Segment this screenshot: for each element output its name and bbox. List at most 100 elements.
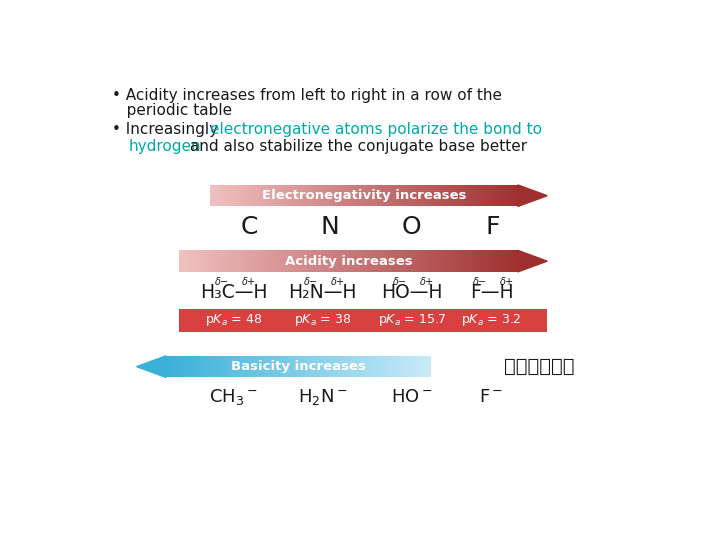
Bar	[252, 251, 253, 272]
Bar	[365, 251, 367, 272]
Bar	[376, 251, 377, 272]
Bar	[386, 356, 387, 377]
Bar	[167, 356, 168, 377]
Bar	[484, 251, 485, 272]
Bar	[228, 356, 230, 377]
Bar	[479, 251, 480, 272]
Bar	[313, 356, 315, 377]
Bar	[400, 251, 401, 272]
Bar	[444, 251, 445, 272]
Bar	[273, 185, 275, 206]
Bar	[312, 356, 313, 377]
Bar	[302, 185, 304, 206]
Bar	[421, 251, 423, 272]
Bar	[304, 185, 305, 206]
Bar	[266, 185, 267, 206]
Bar	[299, 356, 300, 377]
Bar	[362, 185, 364, 206]
Bar	[332, 356, 333, 377]
Bar	[351, 185, 354, 206]
Bar	[271, 185, 273, 206]
Bar	[467, 185, 469, 206]
Bar	[424, 185, 426, 206]
Bar	[331, 251, 333, 272]
Bar	[424, 356, 426, 377]
Bar	[325, 356, 326, 377]
Bar	[421, 185, 423, 206]
Bar	[413, 356, 414, 377]
Bar	[213, 251, 215, 272]
Bar	[418, 356, 419, 377]
Bar	[398, 356, 399, 377]
Bar	[506, 251, 508, 272]
Bar	[495, 185, 496, 206]
Bar	[225, 356, 227, 377]
Bar	[493, 185, 495, 206]
Bar	[344, 185, 346, 206]
Bar	[327, 185, 328, 206]
Bar	[248, 185, 250, 206]
Bar	[422, 356, 423, 377]
Bar	[453, 185, 455, 206]
Bar	[246, 356, 247, 377]
Bar	[339, 185, 341, 206]
Bar	[307, 185, 309, 206]
Bar	[248, 251, 251, 272]
Bar	[420, 251, 421, 272]
Bar	[182, 356, 183, 377]
Bar	[202, 356, 203, 377]
Bar	[396, 251, 397, 272]
Bar	[248, 356, 249, 377]
Bar	[509, 251, 511, 272]
Bar	[413, 251, 415, 272]
Bar	[381, 251, 382, 272]
Bar	[480, 185, 481, 206]
Bar	[354, 251, 355, 272]
Bar	[341, 356, 342, 377]
Bar	[346, 185, 347, 206]
Bar	[371, 251, 372, 272]
Bar	[313, 185, 315, 206]
Bar	[223, 356, 224, 377]
Bar	[237, 251, 238, 272]
Bar	[282, 185, 284, 206]
Text: periodic table: periodic table	[112, 103, 232, 118]
Bar	[266, 251, 267, 272]
Bar	[235, 251, 237, 272]
Bar	[405, 251, 406, 272]
Bar	[288, 356, 289, 377]
Bar	[469, 185, 470, 206]
Bar	[218, 251, 220, 272]
Bar	[512, 185, 513, 206]
Bar	[244, 356, 246, 377]
Bar	[365, 356, 366, 377]
Bar	[225, 185, 227, 206]
Bar	[470, 185, 472, 206]
Bar	[310, 185, 312, 206]
Bar	[262, 185, 264, 206]
Bar	[215, 251, 217, 272]
Bar	[428, 185, 430, 206]
Bar	[494, 251, 496, 272]
Bar	[396, 185, 398, 206]
Bar	[425, 251, 426, 272]
Bar	[279, 356, 280, 377]
Bar	[224, 185, 225, 206]
Bar	[191, 251, 193, 272]
Bar	[366, 185, 367, 206]
Bar	[184, 356, 186, 377]
Bar	[335, 251, 337, 272]
Bar	[326, 251, 328, 272]
Bar	[414, 356, 415, 377]
Bar	[228, 185, 230, 206]
Bar	[309, 356, 310, 377]
Bar	[243, 185, 244, 206]
Bar	[206, 356, 207, 377]
Bar	[406, 251, 408, 272]
Bar	[431, 251, 433, 272]
Bar	[230, 251, 232, 272]
Bar	[256, 356, 257, 377]
Bar	[372, 356, 373, 377]
Bar	[472, 185, 473, 206]
Bar	[446, 251, 449, 272]
